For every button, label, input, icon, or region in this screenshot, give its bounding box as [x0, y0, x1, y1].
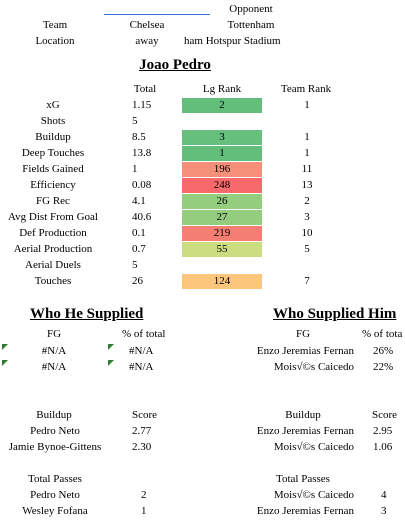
supplied-him-buildup-label: Buildup — [285, 409, 321, 421]
supplied-him-passes-name: Enzo Jeremias Fernan — [256, 505, 354, 517]
opponent-label: Opponent — [229, 3, 273, 15]
supplied-score-label: Score — [132, 409, 158, 421]
lg-rank-cell: 196 — [182, 162, 262, 177]
supplied-buildup-name: Pedro Neto — [30, 425, 80, 437]
team-rank-value: 1 — [304, 131, 310, 143]
lg-rank-cell: 3 — [182, 130, 262, 145]
error-indicator-icon — [2, 360, 8, 366]
supplied-passes-name: Wesley Fofana — [22, 505, 88, 517]
team-rank-value: 1 — [304, 147, 310, 159]
supplied-him-pct-label: % of tota — [362, 328, 403, 340]
supplied-him-fg-pct: 26% — [373, 345, 394, 357]
opponent-value: Tottenham — [227, 19, 275, 31]
supplied-passes-label: Total Passes — [28, 473, 82, 485]
team-rank-value: 5 — [304, 243, 310, 255]
supplied-passes-value: 1 — [141, 505, 147, 517]
supplied-him-fg-label: FG — [295, 328, 311, 340]
lg-rank-cell: 124 — [182, 274, 262, 289]
supplied-him-buildup-score: 2.95 — [373, 425, 393, 437]
lg-rank-cell: 219 — [182, 226, 262, 241]
supplied-passes-value: 2 — [141, 489, 147, 501]
stat-total: 4.1 — [132, 195, 146, 207]
location-label: Location — [35, 35, 75, 47]
supplied-him-passes-name: Mois√©s Caicedo — [273, 489, 354, 501]
selection-underline — [104, 14, 210, 15]
stat-total: 0.08 — [132, 179, 152, 191]
lg-rank-cell: 248 — [182, 178, 262, 193]
supplied-buildup-label: Buildup — [36, 409, 72, 421]
team-label: Team — [42, 19, 68, 31]
stat-total: 1.15 — [132, 99, 152, 111]
col-total-header: Total — [133, 83, 157, 95]
team-value: Chelsea — [129, 19, 165, 31]
team-rank-value: 11 — [301, 163, 313, 175]
stat-total: 1 — [132, 163, 138, 175]
col-team-rank-header: Team Rank — [280, 83, 332, 95]
supplied-him-buildup-name: Enzo Jeremias Fernan — [256, 425, 354, 437]
stat-label: Deep Touches — [21, 147, 85, 159]
supplied-buildup-score: 2.30 — [132, 441, 152, 453]
team-rank-value: 3 — [304, 211, 310, 223]
supplied-fg-name: #N/A — [41, 361, 67, 373]
team-rank-value: 7 — [304, 275, 310, 287]
supplied-him-passes-value: 4 — [381, 489, 387, 501]
supplied-passes-name: Pedro Neto — [30, 489, 80, 501]
team-rank-value: 13 — [301, 179, 313, 191]
stat-label: Def Production — [19, 227, 87, 239]
stat-total: 26 — [132, 275, 143, 287]
lg-rank-cell: 26 — [182, 194, 262, 209]
error-indicator-icon — [108, 344, 114, 350]
supplied-him-passes-label: Total Passes — [276, 473, 330, 485]
supplied-buildup-name: Jamie Bynoe-Gittens — [8, 441, 102, 453]
supplied-fg-pct: #N/A — [129, 361, 154, 373]
who-supplied-him-title: Who Supplied Him — [273, 306, 397, 322]
stat-label: FG Rec — [36, 195, 70, 207]
stat-label: Efficiency — [30, 179, 76, 191]
supplied-him-fg-name: Enzo Jeremias Fernan — [256, 345, 354, 357]
supplied-him-fg-name: Mois√©s Caicedo — [273, 361, 354, 373]
stat-total: 5 — [132, 115, 138, 127]
supplied-him-score-label: Score — [372, 409, 398, 421]
stat-label: Touches — [34, 275, 72, 287]
lg-rank-cell — [182, 114, 262, 129]
supplied-fg-name: #N/A — [41, 345, 67, 357]
stat-total: 40.6 — [132, 211, 152, 223]
lg-rank-cell — [182, 258, 262, 273]
stat-total: 8.5 — [132, 131, 146, 143]
error-indicator-icon — [2, 344, 8, 350]
stadium-value: ham Hotspur Stadium — [184, 35, 281, 47]
location-value: away — [135, 35, 159, 47]
stat-total: 0.7 — [132, 243, 146, 255]
supplied-pct-label: % of total — [122, 328, 166, 340]
team-rank-value: 10 — [301, 227, 313, 239]
supplied-him-fg-pct: 22% — [373, 361, 394, 373]
team-rank-value: 2 — [304, 195, 310, 207]
team-rank-value: 1 — [304, 99, 310, 111]
supplied-him-buildup-name: Mois√©s Caicedo — [273, 441, 354, 453]
col-lg-rank-header: Lg Rank — [202, 83, 242, 95]
stat-label: Shots — [40, 115, 66, 127]
lg-rank-cell: 2 — [182, 98, 262, 113]
player-name: Joao Pedro — [139, 57, 211, 73]
stat-total: 0.1 — [132, 227, 146, 239]
stat-label: Fields Gained — [22, 163, 84, 175]
supplied-fg-label: FG — [46, 328, 62, 340]
stat-label: Avg Dist From Goal — [8, 211, 98, 223]
supplied-fg-pct: #N/A — [129, 345, 154, 357]
lg-rank-cell: 27 — [182, 210, 262, 225]
stat-total: 5 — [132, 259, 138, 271]
lg-rank-cell: 1 — [182, 146, 262, 161]
lg-rank-cell: 55 — [182, 242, 262, 257]
supplied-him-passes-value: 3 — [381, 505, 387, 517]
stat-label: Buildup — [35, 131, 71, 143]
supplied-him-buildup-score: 1.06 — [373, 441, 393, 453]
supplied-buildup-score: 2.77 — [132, 425, 152, 437]
stat-total: 13.8 — [132, 147, 152, 159]
stat-label: xG — [46, 99, 60, 111]
error-indicator-icon — [108, 360, 114, 366]
who-he-supplied-title: Who He Supplied — [30, 306, 144, 322]
stat-label: Aerial Duels — [25, 259, 81, 271]
stat-label: Aerial Production — [13, 243, 93, 255]
